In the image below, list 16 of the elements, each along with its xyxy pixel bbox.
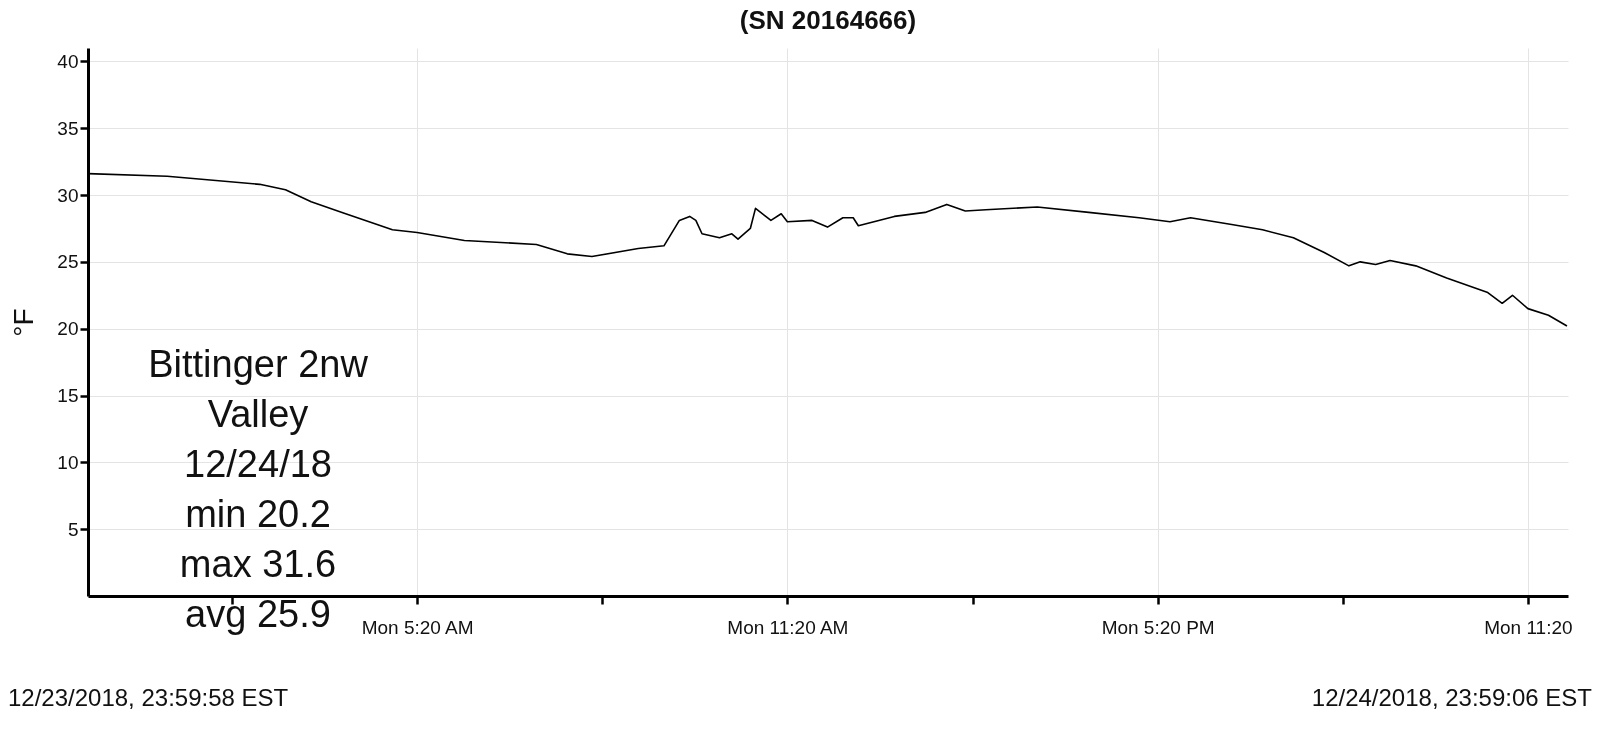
- text: 12/24/2018, 23:59:06 EST: [1311, 684, 1592, 712]
- y-tick-label: 5: [67, 518, 79, 540]
- chart-title: (SN 20164666): [739, 5, 917, 35]
- y-tick-label: 35: [57, 117, 79, 139]
- y-tick-label: 20: [57, 318, 79, 340]
- x-tick-label: Mon 5:20 AM: [361, 616, 474, 638]
- y-axis-title: °F: [8, 308, 40, 337]
- y-tick-label: 25: [57, 251, 79, 273]
- x-tick-label: Mon 11:20: [1484, 616, 1573, 638]
- y-tick-label: 30: [57, 184, 79, 206]
- x-tick-label: Mon 5:20 PM: [1101, 616, 1215, 638]
- text: 12/23/2018, 23:59:58 EST: [8, 684, 289, 712]
- y-tick-label: 10: [57, 451, 79, 473]
- x-tick-label: Mon 11:20 AM: [727, 616, 849, 638]
- y-tick-label: 15: [57, 385, 79, 407]
- y-tick-label: 40: [57, 50, 79, 72]
